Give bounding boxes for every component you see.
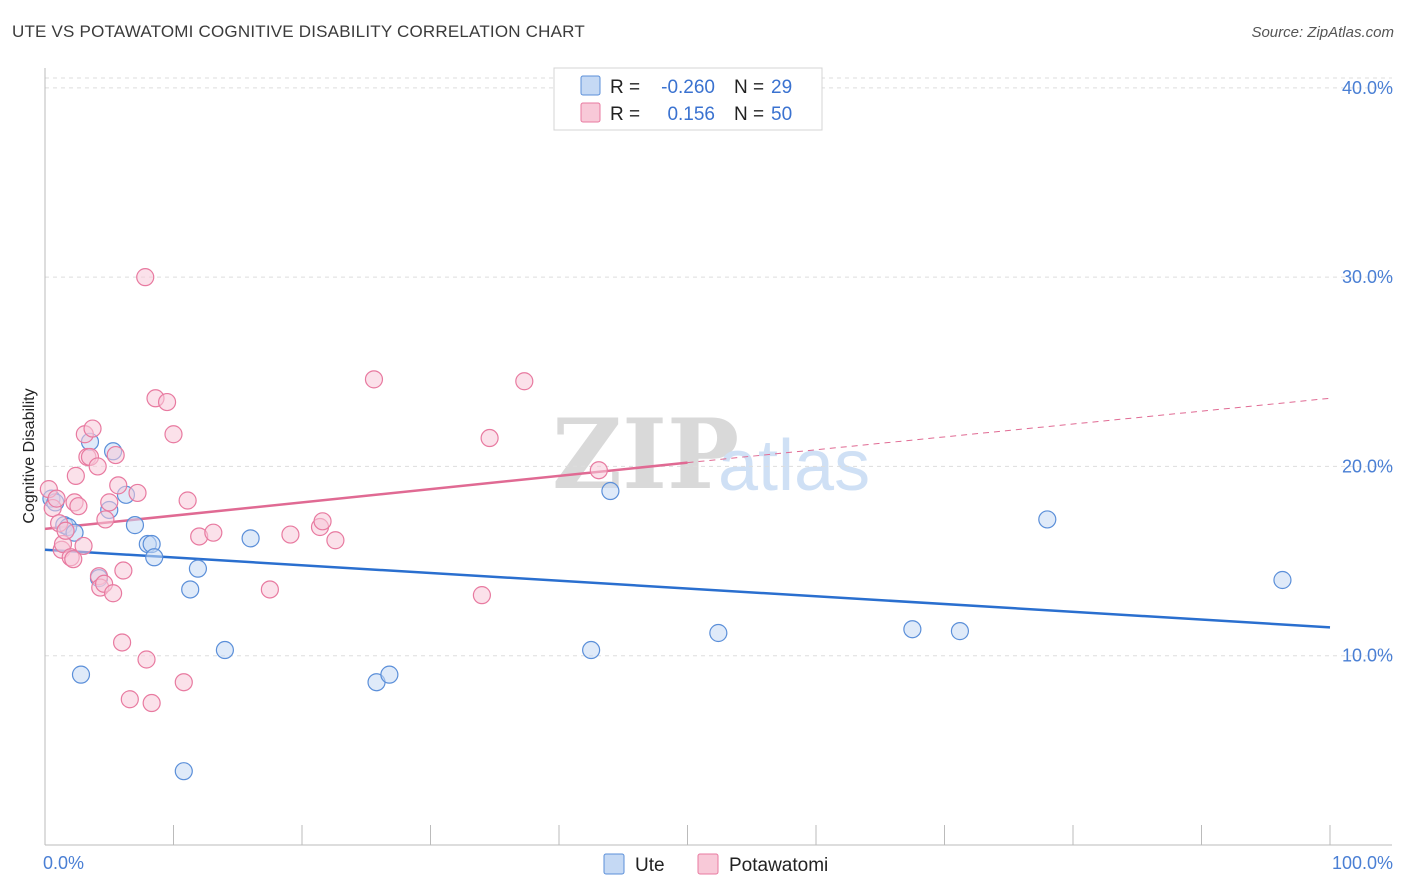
point-potawatomi-30: [136, 268, 155, 287]
point-potawatomi-36: [174, 673, 193, 692]
point-ute-17: [188, 559, 208, 578]
point-ute-25: [903, 620, 922, 639]
gridlines: [45, 77, 1392, 657]
point-potawatomi-17: [88, 457, 107, 476]
point-potawatomi-40: [260, 580, 279, 599]
point-potawatomi-32: [142, 693, 161, 713]
point-ute-14: [145, 548, 164, 567]
point-potawatomi-39: [204, 523, 223, 542]
legend-r-label-potawatomi: R =: [610, 104, 640, 125]
point-ute-16: [181, 580, 200, 599]
point-potawatomi-34: [157, 392, 177, 412]
data-points: [39, 268, 1292, 781]
point-potawatomi-35: [164, 425, 183, 444]
watermark-zip: ZIP: [552, 398, 739, 511]
x-tick-label-1: 100.0%: [1332, 853, 1393, 873]
trend-line-potawatomi-2: [687, 397, 1331, 464]
y-tick-label-3: 40.0%: [1342, 78, 1393, 98]
x-tick-labels: 0.0% 100.0%: [43, 853, 1393, 873]
point-potawatomi-49: [589, 461, 608, 480]
series-legend-label-potawatomi: Potawatomi: [729, 855, 828, 876]
point-potawatomi-28: [120, 690, 139, 709]
point-ute-15: [174, 762, 193, 781]
point-ute-18: [215, 640, 234, 660]
point-potawatomi-23: [104, 584, 123, 603]
stats-legend: R = -0.260 N = 29 R = 0.156 N = 50: [553, 67, 823, 131]
trend-line-potawatomi-1: [44, 461, 688, 531]
point-potawatomi-25: [109, 476, 128, 495]
y-tick-labels: 10.0% 20.0% 30.0% 40.0%: [1342, 78, 1393, 666]
point-potawatomi-45: [364, 370, 384, 389]
legend-r-label-ute: R =: [610, 77, 640, 98]
y-tick-label-0: 10.0%: [1342, 646, 1393, 666]
series-legend-label-ute: Ute: [635, 855, 665, 876]
point-potawatomi-21: [96, 510, 115, 529]
legend-swatch-ute: [580, 75, 601, 96]
legend-n-label-ute: N =: [734, 77, 764, 98]
x-minor-ticks: [44, 825, 1331, 845]
point-ute-24: [709, 623, 728, 643]
source-credit: Source: ZipAtlas.com: [1251, 24, 1394, 41]
point-ute-27: [1038, 510, 1057, 529]
series-legend-swatch-ute: [603, 853, 625, 875]
point-ute-11: [125, 516, 145, 535]
legend-r-value-ute: -0.260: [661, 77, 715, 98]
point-ute-26: [950, 622, 970, 641]
point-potawatomi-6: [56, 521, 75, 540]
point-potawatomi-16: [83, 419, 102, 438]
series-legend-swatch-potawatomi: [697, 853, 719, 875]
legend-swatch-potawatomi: [580, 102, 601, 123]
trend-lines: [44, 397, 1331, 629]
axes: [44, 68, 1392, 846]
point-potawatomi-11: [69, 497, 88, 516]
y-axis-label: Cognitive Disability: [21, 388, 38, 523]
point-potawatomi-27: [114, 561, 133, 580]
legend-n-value-ute: 29: [771, 77, 792, 98]
trend-line-ute-0: [44, 548, 1331, 629]
series-legend: Ute Potawatomi: [603, 853, 828, 876]
point-potawatomi-10: [66, 466, 85, 485]
point-potawatomi-47: [480, 428, 499, 448]
point-ute-23: [601, 481, 620, 501]
point-potawatomi-43: [313, 512, 332, 531]
legend-n-value-potawatomi: 50: [771, 104, 792, 125]
watermark: ZIP atlas: [552, 398, 870, 511]
point-potawatomi-8: [64, 550, 83, 569]
y-tick-label-1: 20.0%: [1342, 456, 1393, 476]
point-potawatomi-12: [74, 536, 93, 556]
point-potawatomi-29: [128, 483, 147, 503]
point-ute-28: [1273, 570, 1292, 590]
point-potawatomi-37: [178, 491, 197, 510]
point-ute-19: [241, 529, 260, 548]
point-potawatomi-41: [281, 525, 300, 544]
x-tick-label-0: 0.0%: [43, 853, 84, 873]
point-potawatomi-24: [106, 445, 125, 465]
chart-title: UTE VS POTAWATOMI COGNITIVE DISABILITY C…: [12, 22, 585, 41]
point-potawatomi-48: [515, 372, 534, 391]
point-potawatomi-26: [112, 633, 132, 652]
y-tick-label-2: 30.0%: [1342, 267, 1393, 287]
point-potawatomi-2: [47, 489, 66, 508]
point-ute-22: [582, 640, 601, 660]
point-potawatomi-22: [100, 493, 119, 512]
point-potawatomi-31: [137, 650, 156, 669]
point-potawatomi-44: [326, 531, 345, 550]
point-ute-5: [71, 665, 91, 684]
legend-r-value-potawatomi: 0.156: [667, 104, 715, 125]
point-ute-21: [380, 665, 399, 684]
point-potawatomi-46: [472, 586, 491, 605]
legend-n-label-potawatomi: N =: [734, 104, 764, 125]
